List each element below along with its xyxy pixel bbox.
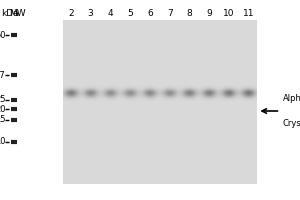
Text: 8: 8 — [187, 9, 192, 19]
Text: 10: 10 — [223, 9, 235, 19]
Text: 7: 7 — [167, 9, 172, 19]
Text: 6: 6 — [147, 9, 153, 19]
Text: 37: 37 — [0, 71, 5, 79]
Text: 50: 50 — [0, 30, 5, 40]
Text: 9: 9 — [206, 9, 212, 19]
Text: 25: 25 — [0, 96, 5, 104]
Text: Alpha-B: Alpha-B — [283, 94, 300, 103]
Text: 10: 10 — [0, 138, 5, 146]
Text: 3: 3 — [88, 9, 93, 19]
Text: 15: 15 — [0, 116, 5, 124]
Text: kDa: kDa — [2, 9, 19, 19]
Text: 20: 20 — [0, 105, 5, 114]
Text: 5: 5 — [127, 9, 133, 19]
Text: 2: 2 — [68, 9, 74, 19]
Text: Crystallin: Crystallin — [283, 119, 300, 128]
Text: 11: 11 — [243, 9, 254, 19]
Text: MW: MW — [9, 9, 26, 19]
Text: 4: 4 — [107, 9, 113, 19]
